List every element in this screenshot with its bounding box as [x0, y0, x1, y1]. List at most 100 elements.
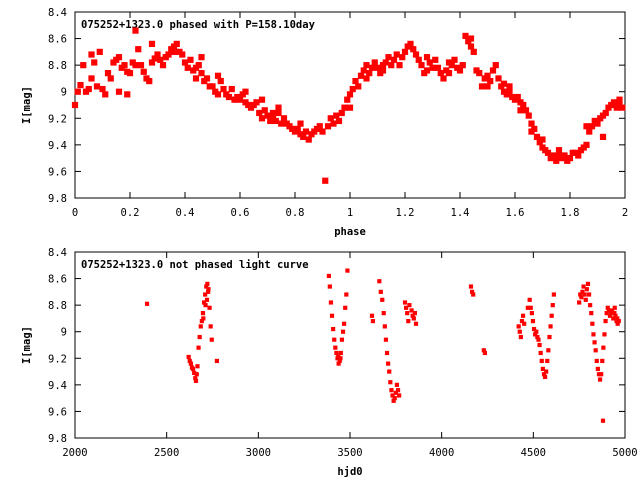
data-point: [487, 77, 494, 85]
data-point: [324, 123, 332, 130]
data-point: [387, 369, 392, 374]
data-point: [534, 329, 539, 334]
data-point: [602, 109, 609, 117]
data-point: [535, 334, 540, 340]
data-point: [525, 112, 532, 119]
x-tick-label: 1.6: [506, 207, 525, 219]
data-point: [615, 321, 620, 326]
data-point: [580, 289, 585, 294]
data-point: [253, 99, 260, 106]
data-point: [192, 370, 197, 375]
data-point: [203, 75, 211, 82]
data-point: [613, 313, 618, 318]
data-point: [197, 334, 202, 340]
data-point: [566, 155, 574, 162]
data-point: [495, 75, 502, 82]
data-point: [188, 361, 193, 366]
data-point: [343, 305, 348, 310]
data-point: [583, 123, 590, 130]
y-tick-label: 8.6: [48, 274, 67, 286]
data-point: [550, 303, 555, 308]
y-tick-label: 8.6: [48, 34, 67, 46]
data-point: [418, 62, 425, 69]
data-point: [413, 321, 419, 326]
x-tick-label: 1: [347, 207, 353, 219]
data-point: [140, 68, 147, 75]
data-point: [393, 51, 400, 58]
data-point: [470, 48, 477, 55]
data-point: [236, 96, 244, 103]
data-point: [382, 59, 389, 66]
data-point: [327, 284, 332, 289]
data-point: [612, 305, 617, 310]
data-point: [423, 67, 431, 74]
data-point: [319, 128, 326, 135]
data-point: [374, 64, 381, 71]
data-point: [132, 62, 139, 69]
data-point: [481, 348, 486, 353]
data-point: [392, 396, 397, 401]
data-point: [363, 75, 370, 82]
data-point: [561, 152, 568, 159]
data-point: [484, 83, 491, 90]
data-point: [579, 295, 584, 300]
x-tick-label: 3500: [337, 447, 362, 459]
data-point: [518, 334, 523, 340]
x-tick-label: 5000: [612, 447, 637, 459]
data-point: [207, 305, 212, 310]
data-point: [200, 311, 206, 316]
x-tick-label: 0.6: [231, 207, 250, 219]
data-point: [541, 372, 547, 377]
data-point: [538, 350, 543, 356]
data-point: [610, 99, 618, 106]
data-point: [148, 59, 156, 66]
data-point: [604, 311, 609, 316]
plot-frame: [74, 251, 626, 439]
data-point: [476, 70, 483, 77]
data-point: [91, 59, 98, 66]
data-point: [74, 88, 81, 95]
data-point: [394, 382, 400, 387]
data-point: [352, 77, 359, 85]
data-point: [533, 133, 541, 140]
y-tick-label: 9.8: [48, 433, 67, 445]
data-point: [547, 334, 552, 340]
y-tick-label: 9.2: [48, 353, 67, 365]
data-point: [411, 316, 416, 321]
y-tick-label: 9.4: [48, 380, 67, 392]
data-point: [445, 70, 453, 77]
data-point: [209, 337, 214, 342]
data-point: [434, 64, 442, 71]
data-point: [88, 75, 95, 82]
data-point: [516, 324, 521, 329]
data-point: [530, 318, 536, 324]
chart-title: 075252+1323.0 not phased light curve: [81, 259, 309, 271]
data-point: [482, 350, 488, 356]
data-point: [349, 85, 356, 93]
data-point: [159, 62, 167, 69]
y-tick-label: 9.8: [48, 193, 67, 205]
data-point: [619, 104, 626, 111]
data-point: [186, 354, 191, 360]
data-point: [192, 75, 200, 82]
data-point: [198, 54, 205, 61]
data-point: [338, 109, 345, 117]
data-point: [594, 120, 601, 127]
data-point: [204, 297, 210, 302]
data-series: [144, 268, 621, 423]
data-point: [489, 67, 497, 74]
data-point: [132, 27, 139, 34]
data-point: [546, 348, 551, 353]
data-point: [93, 83, 101, 90]
data-point: [368, 64, 376, 71]
y-tick-label: 9.2: [48, 113, 67, 125]
data-point: [330, 120, 337, 127]
data-point: [269, 109, 277, 117]
data-point: [492, 62, 499, 69]
x-tick-label: 1.4: [451, 207, 470, 219]
data-point: [275, 109, 282, 117]
x-tick-label: 4500: [521, 447, 546, 459]
data-point: [214, 358, 219, 364]
data-point: [71, 101, 79, 109]
data-point: [529, 311, 534, 316]
